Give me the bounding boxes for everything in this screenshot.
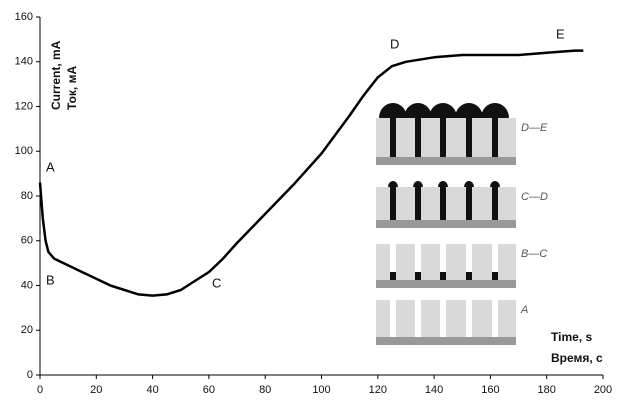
y-axis-title: Ток, мА bbox=[65, 66, 79, 110]
y-tick-label: 20 bbox=[21, 324, 33, 336]
pore-fill bbox=[415, 187, 421, 220]
inset-label: C—D bbox=[521, 191, 548, 203]
pore bbox=[492, 244, 498, 280]
annotation: A bbox=[46, 159, 55, 174]
pore-fill bbox=[415, 118, 421, 157]
y-tick-label: 0 bbox=[27, 369, 33, 381]
y-tick-label: 140 bbox=[15, 56, 33, 68]
pore-fill bbox=[415, 272, 421, 280]
pore bbox=[440, 300, 446, 337]
dome bbox=[404, 103, 432, 118]
inset-label: A bbox=[520, 304, 528, 316]
pore-fill bbox=[466, 118, 472, 157]
y-tick-label: 120 bbox=[15, 100, 33, 112]
cap bbox=[438, 181, 448, 187]
pore bbox=[466, 244, 472, 280]
pore bbox=[440, 244, 446, 280]
y-tick-label: 160 bbox=[15, 11, 33, 23]
pore bbox=[390, 300, 396, 337]
x-tick-label: 80 bbox=[259, 384, 271, 396]
annotation: D bbox=[390, 36, 399, 51]
y-tick-label: 40 bbox=[21, 279, 33, 291]
pore bbox=[466, 300, 472, 337]
cap bbox=[464, 181, 474, 187]
y-tick-label: 100 bbox=[15, 145, 33, 157]
x-tick-label: 200 bbox=[594, 384, 612, 396]
annotation: B bbox=[46, 272, 55, 287]
pore-fill bbox=[492, 118, 498, 157]
y-axis-title: Current, mA bbox=[49, 40, 63, 110]
pore-fill bbox=[492, 187, 498, 220]
pore-fill bbox=[492, 272, 498, 280]
pore bbox=[415, 300, 421, 337]
pore-fill bbox=[390, 118, 396, 157]
pore bbox=[492, 300, 498, 337]
y-tick-label: 80 bbox=[21, 190, 33, 202]
cap bbox=[490, 181, 500, 187]
pore-fill bbox=[440, 118, 446, 157]
pore-fill bbox=[440, 272, 446, 280]
x-tick-label: 180 bbox=[538, 384, 556, 396]
annotation: E bbox=[556, 26, 565, 41]
inset-label: D—E bbox=[521, 122, 548, 134]
pore-fill bbox=[466, 272, 472, 280]
pore-fill bbox=[440, 187, 446, 220]
x-tick-label: 40 bbox=[146, 384, 158, 396]
pore bbox=[390, 244, 396, 280]
pore-fill bbox=[390, 272, 396, 280]
panel-base bbox=[376, 157, 516, 165]
x-tick-label: 120 bbox=[369, 384, 387, 396]
x-tick-label: 20 bbox=[90, 384, 102, 396]
panel-base bbox=[376, 337, 516, 345]
dome bbox=[429, 103, 457, 118]
x-tick-label: 100 bbox=[312, 384, 330, 396]
pore-fill bbox=[390, 187, 396, 220]
x-axis-title: Время, с bbox=[551, 351, 603, 365]
pore bbox=[415, 244, 421, 280]
x-tick-label: 160 bbox=[481, 384, 499, 396]
y-tick-label: 60 bbox=[21, 235, 33, 247]
line bbox=[38, 49, 584, 297]
x-tick-label: 0 bbox=[37, 384, 43, 396]
annotation: C bbox=[212, 275, 221, 290]
x-tick-label: 140 bbox=[425, 384, 443, 396]
dome bbox=[379, 103, 407, 118]
cap bbox=[388, 181, 398, 187]
x-tick-label: 60 bbox=[203, 384, 215, 396]
cap bbox=[413, 181, 423, 187]
inset-diagram: D—E C—D B—C A bbox=[376, 103, 548, 345]
panel-base bbox=[376, 280, 516, 288]
panel-base bbox=[376, 220, 516, 228]
dome bbox=[481, 103, 509, 118]
inset-label: B—C bbox=[521, 248, 547, 260]
x-axis-title: Time, s bbox=[551, 330, 592, 344]
dome bbox=[455, 103, 483, 118]
pore-fill bbox=[466, 187, 472, 220]
